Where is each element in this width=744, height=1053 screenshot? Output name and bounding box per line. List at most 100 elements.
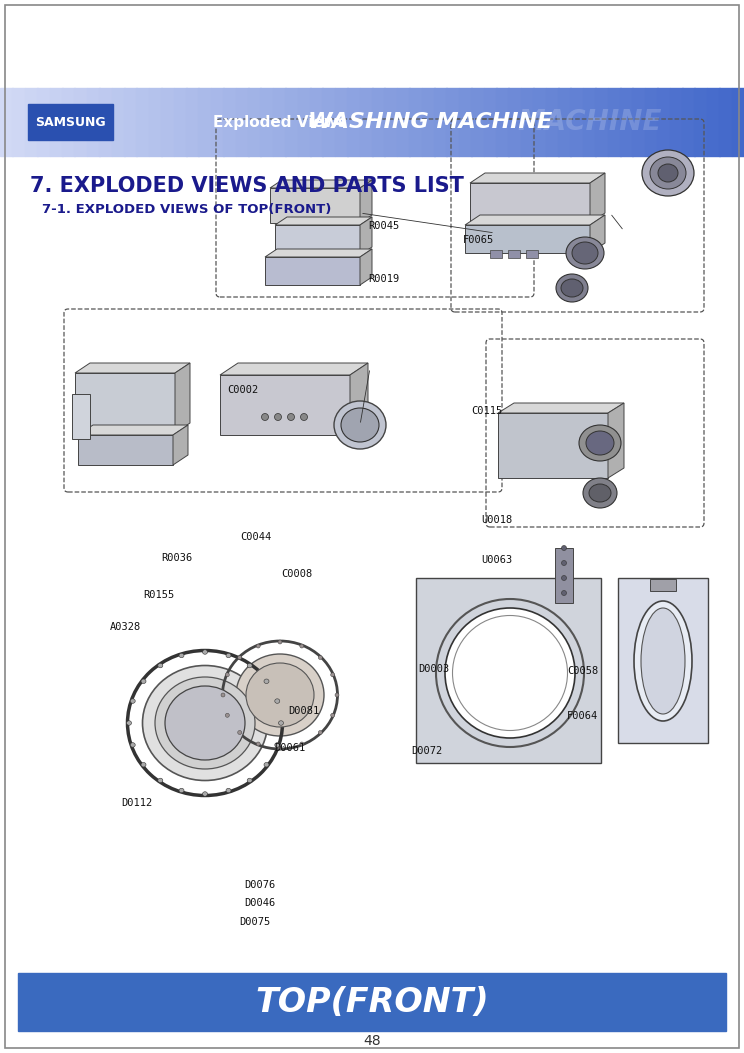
Ellipse shape — [579, 425, 621, 461]
Text: C0058: C0058 — [568, 665, 599, 676]
Bar — [618, 578, 708, 743]
Bar — [298, 88, 310, 156]
Ellipse shape — [143, 665, 268, 780]
Text: WASHING MACHINE: WASHING MACHINE — [308, 112, 552, 132]
Ellipse shape — [278, 640, 282, 644]
Ellipse shape — [634, 601, 692, 721]
Bar — [498, 413, 608, 478]
Ellipse shape — [256, 644, 260, 648]
Ellipse shape — [246, 663, 314, 727]
Polygon shape — [360, 217, 372, 255]
Ellipse shape — [562, 560, 566, 565]
Text: D0076: D0076 — [244, 879, 275, 890]
Bar — [558, 88, 571, 156]
Ellipse shape — [330, 673, 335, 677]
Polygon shape — [75, 363, 190, 373]
Text: R0019: R0019 — [368, 274, 400, 284]
Bar — [236, 88, 248, 156]
Ellipse shape — [237, 656, 242, 659]
Bar — [416, 578, 601, 763]
Bar — [273, 88, 286, 156]
Text: F0065: F0065 — [463, 235, 494, 245]
Bar — [731, 88, 744, 156]
Bar — [645, 88, 658, 156]
Bar — [99, 88, 112, 156]
Bar — [508, 88, 522, 156]
Polygon shape — [465, 215, 605, 225]
Bar — [719, 88, 732, 156]
Polygon shape — [360, 249, 372, 285]
Ellipse shape — [225, 713, 229, 717]
Bar — [275, 225, 360, 255]
Bar — [484, 88, 496, 156]
Polygon shape — [498, 403, 624, 413]
Polygon shape — [173, 425, 188, 465]
Text: C0044: C0044 — [240, 532, 272, 542]
Bar — [650, 579, 676, 591]
Ellipse shape — [562, 545, 566, 551]
Polygon shape — [590, 173, 605, 223]
Bar — [508, 250, 520, 258]
Text: D0072: D0072 — [411, 746, 443, 756]
Bar — [18, 973, 726, 1031]
Ellipse shape — [130, 699, 135, 703]
Bar — [465, 225, 590, 253]
Text: C0008: C0008 — [281, 569, 312, 579]
Bar — [446, 88, 459, 156]
Bar — [186, 88, 199, 156]
Ellipse shape — [561, 279, 583, 297]
Bar — [359, 88, 373, 156]
Ellipse shape — [658, 164, 678, 182]
Bar — [682, 88, 695, 156]
Bar — [25, 88, 38, 156]
Bar — [694, 88, 708, 156]
Bar — [526, 250, 538, 258]
Text: C0002: C0002 — [227, 384, 258, 395]
Polygon shape — [608, 403, 624, 478]
Bar — [555, 548, 573, 603]
Bar — [72, 394, 90, 439]
Polygon shape — [220, 363, 368, 375]
Ellipse shape — [335, 693, 339, 697]
Bar — [87, 88, 100, 156]
Ellipse shape — [642, 150, 694, 196]
Text: D0003: D0003 — [418, 663, 449, 674]
Text: R0036: R0036 — [161, 553, 193, 563]
Bar — [347, 88, 360, 156]
Bar — [124, 88, 137, 156]
Ellipse shape — [202, 792, 208, 796]
Bar — [270, 188, 360, 223]
Bar — [211, 88, 224, 156]
Text: U0018: U0018 — [481, 515, 513, 525]
Ellipse shape — [287, 414, 295, 420]
Text: C0115: C0115 — [472, 405, 503, 416]
Ellipse shape — [225, 673, 229, 677]
Ellipse shape — [301, 414, 307, 420]
Bar — [149, 88, 161, 156]
Text: D0046: D0046 — [244, 898, 275, 909]
Ellipse shape — [226, 789, 231, 793]
Bar — [260, 88, 273, 156]
Bar — [248, 88, 261, 156]
Text: 7. EXPLODED VIEWS AND PARTS LIST: 7. EXPLODED VIEWS AND PARTS LIST — [30, 176, 464, 196]
Ellipse shape — [158, 663, 163, 668]
Bar — [571, 88, 583, 156]
Ellipse shape — [247, 663, 252, 668]
Ellipse shape — [341, 408, 379, 442]
Ellipse shape — [275, 699, 280, 703]
Ellipse shape — [141, 762, 146, 767]
Ellipse shape — [300, 742, 304, 746]
Bar — [459, 88, 472, 156]
Ellipse shape — [141, 679, 146, 683]
Text: D0081: D0081 — [289, 706, 320, 716]
Bar — [220, 375, 350, 435]
Bar — [13, 88, 25, 156]
Bar — [657, 88, 670, 156]
Ellipse shape — [278, 720, 283, 726]
Ellipse shape — [179, 653, 184, 658]
Text: U0063: U0063 — [481, 555, 513, 565]
Bar — [422, 88, 434, 156]
Bar — [310, 88, 323, 156]
Bar — [632, 88, 645, 156]
Bar — [322, 88, 336, 156]
